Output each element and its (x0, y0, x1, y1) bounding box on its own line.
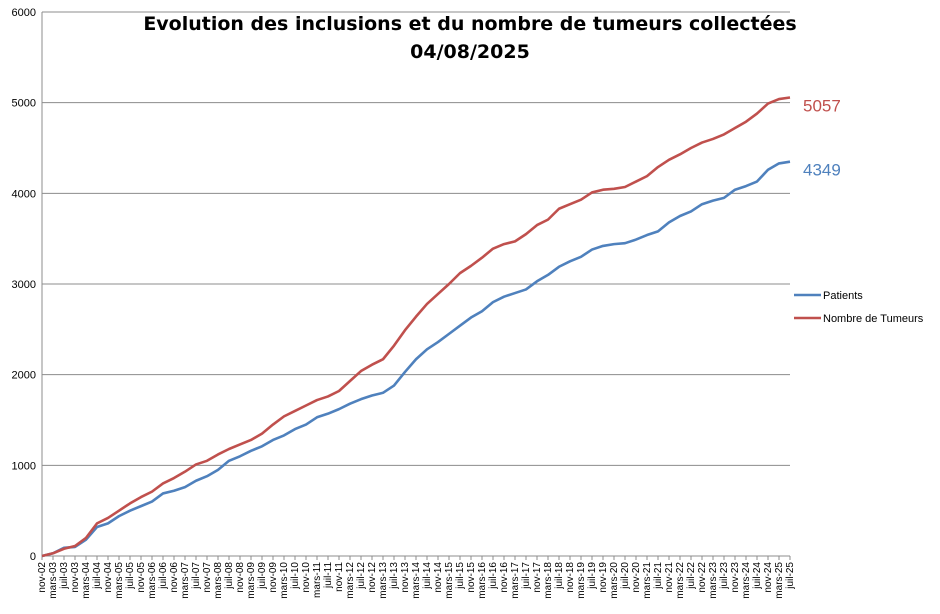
x-tick-label: nov-04 (103, 562, 114, 593)
x-tick-label: mars-10 (279, 562, 290, 599)
x-tick-label: mars-04 (81, 562, 92, 599)
x-tick-label: nov-18 (565, 562, 576, 593)
x-tick-label: juil-20 (620, 562, 631, 590)
y-tick-label: 0 (30, 551, 36, 563)
x-tick-label: mars-23 (708, 562, 719, 599)
x-tick-label: mars-11 (312, 562, 323, 598)
x-tick-label: mars-21 (642, 562, 653, 599)
x-tick-label: nov-24 (763, 562, 774, 593)
x-tick-label: juil-18 (554, 562, 565, 590)
x-tick-label: juil-11 (323, 562, 334, 589)
legend-label: Patients (823, 290, 863, 302)
x-tick-label: nov-21 (664, 562, 675, 593)
x-tick-label: nov-19 (598, 562, 609, 593)
x-tick-label: juil-13 (389, 562, 400, 590)
x-tick-label: mars-24 (741, 562, 752, 599)
y-tick-label: 1000 (12, 460, 36, 472)
chart-title-line2: 04/08/2025 (410, 41, 530, 63)
x-tick-label: juil-25 (785, 562, 796, 590)
x-tick-label: nov-17 (532, 562, 543, 593)
chart-title-line1: Evolution des inclusions et du nombre de… (143, 13, 796, 35)
y-tick-label: 6000 (12, 7, 36, 19)
x-tick-label: juil-23 (719, 562, 730, 590)
x-tick-label: juil-03 (59, 562, 70, 590)
x-tick-label: nov-06 (169, 562, 180, 593)
x-tick-label: nov-15 (466, 562, 477, 593)
x-tick-label: mars-22 (675, 562, 686, 599)
x-tick-label: nov-16 (499, 562, 510, 593)
x-tick-label: juil-10 (290, 562, 301, 590)
x-tick-label: nov-11 (334, 562, 345, 592)
x-axis: nov-02 mars-03 juil-03 nov-03 mars-04 juil-04… (37, 12, 796, 599)
x-tick-label: juil-09 (257, 562, 268, 590)
x-tick-label: mars-18 (543, 562, 554, 599)
end-value-label: 5057 (803, 96, 841, 115)
x-tick-label: mars-19 (576, 562, 587, 599)
x-tick-label: nov-03 (70, 562, 81, 593)
legend-label: Nombre de Tumeurs (823, 313, 924, 325)
x-tick-label: mars-03 (48, 562, 59, 599)
x-tick-label: juil-08 (224, 562, 235, 590)
x-tick-label: nov-22 (697, 562, 708, 593)
end-value-label: 4349 (803, 161, 841, 180)
x-tick-label: mars-07 (180, 562, 191, 599)
x-tick-label: mars-25 (774, 562, 785, 599)
x-tick-label: nov-07 (202, 562, 213, 593)
x-tick-label: juil-04 (92, 562, 103, 590)
legend: Patients Nombre de Tumeurs (794, 290, 924, 325)
x-tick-label: nov-09 (268, 562, 279, 593)
y-tick-label: 4000 (12, 188, 36, 200)
x-tick-label: juil-16 (488, 562, 499, 590)
x-tick-label: juil-07 (191, 562, 202, 590)
y-tick-label: 3000 (12, 279, 36, 291)
x-tick-label: nov-23 (730, 562, 741, 593)
x-tick-label: nov-14 (433, 562, 444, 593)
x-tick-label: mars-14 (411, 562, 422, 599)
x-tick-label: juil-24 (752, 562, 763, 590)
x-tick-label: nov-20 (631, 562, 642, 593)
x-tick-label: juil-05 (125, 562, 136, 590)
x-tick-label: juil-14 (422, 562, 433, 590)
x-tick-label: juil-21 (653, 562, 664, 590)
x-tick-label: nov-13 (400, 562, 411, 593)
series-line-tumeurs (41, 96, 791, 558)
x-tick-label: mars-17 (510, 562, 521, 599)
x-tick-label: mars-09 (246, 562, 257, 599)
x-tick-label: juil-06 (158, 562, 169, 590)
x-tick-label: nov-02 (37, 562, 48, 593)
x-tick-label: mars-08 (213, 562, 224, 599)
y-tick-label: 2000 (12, 370, 36, 382)
x-tick-label: mars-05 (114, 562, 125, 599)
x-tick-label: mars-12 (345, 562, 356, 599)
x-tick-label: nov-05 (136, 562, 147, 593)
x-tick-label: juil-17 (521, 562, 532, 590)
x-tick-label: mars-13 (378, 562, 389, 599)
x-tick-label: juil-15 (455, 562, 466, 590)
x-tick-label: mars-20 (609, 562, 620, 599)
x-tick-label: juil-12 (356, 562, 367, 590)
x-tick-label: juil-19 (587, 562, 598, 590)
series-line-patients (41, 160, 791, 558)
x-tick-label: mars-16 (477, 562, 488, 599)
end-labels: 4349 5057 (803, 96, 841, 179)
x-tick-label: nov-08 (235, 562, 246, 593)
grid-lines (42, 11, 790, 466)
x-tick-label: mars-15 (444, 562, 455, 599)
x-tick-label: nov-12 (367, 562, 378, 593)
y-axis: 0 1000 2000 3000 4000 5000 6000 (12, 7, 36, 563)
x-tick-label: mars-06 (147, 562, 158, 599)
x-tick-label: nov-10 (301, 562, 312, 593)
x-tick-label: juil-22 (686, 562, 697, 590)
series-lines (41, 96, 791, 558)
y-tick-label: 5000 (12, 98, 36, 110)
